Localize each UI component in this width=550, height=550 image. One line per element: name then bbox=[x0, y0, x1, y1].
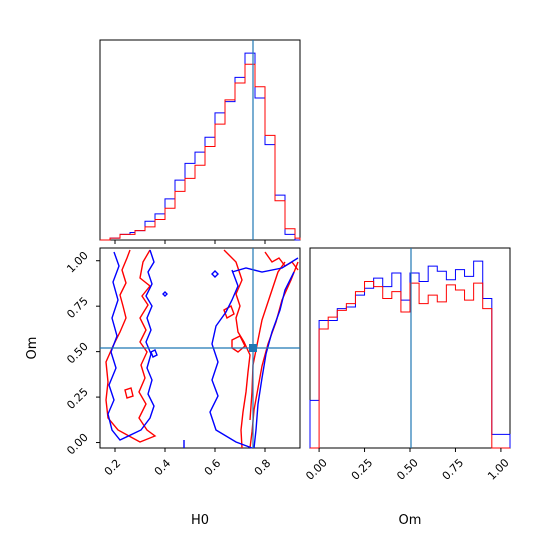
hist-om-xtick-label: 0.50 bbox=[394, 456, 421, 483]
blue-contour-small-c bbox=[150, 349, 158, 358]
contour-ytick-label: 0.75 bbox=[64, 294, 91, 321]
hist-om-xtick-label: 1.00 bbox=[485, 456, 512, 483]
red-contour-inner-right bbox=[249, 261, 286, 421]
hist-h0-series-group bbox=[100, 52, 301, 241]
hist-om-xlabel: Om bbox=[399, 513, 422, 528]
hist-om-xtick-label: 0.25 bbox=[349, 456, 376, 483]
red-contour-left bbox=[105, 249, 157, 443]
red-contour-small-b bbox=[231, 335, 246, 353]
blue-contour-small-a bbox=[211, 270, 219, 278]
contour-xtick-label: 0.4 bbox=[152, 457, 174, 479]
hist-om-xtick-label: 0.00 bbox=[303, 456, 330, 483]
contour-xtick-label: 0.2 bbox=[102, 457, 124, 479]
blue-contour-inner-right bbox=[253, 271, 295, 449]
red-contour-right bbox=[223, 249, 251, 449]
blue-contour-right bbox=[209, 269, 253, 449]
contour-ytick-label: 0.00 bbox=[64, 431, 91, 458]
blue-contour-small-b bbox=[162, 291, 168, 297]
blue-contour-left bbox=[107, 249, 155, 441]
truth-point-marker bbox=[249, 344, 257, 352]
truth-lines bbox=[100, 40, 412, 448]
hist-om-series-group bbox=[309, 260, 511, 449]
tick-marks bbox=[96, 240, 502, 452]
hist-h0-frame bbox=[99, 39, 301, 241]
contour-xtick-label: 0.8 bbox=[252, 457, 274, 479]
contour-ytick-label: 0.50 bbox=[64, 340, 91, 367]
contour-group bbox=[105, 249, 299, 449]
hist-om-series-red bbox=[310, 280, 510, 449]
contour-ytick-label: 1.00 bbox=[64, 249, 91, 276]
blue-contour-far-right bbox=[231, 257, 299, 273]
hist-h0-series-blue bbox=[100, 52, 300, 241]
hist-om-xtick-label: 0.75 bbox=[440, 456, 467, 483]
contour-xtick-label: 0.6 bbox=[202, 457, 224, 479]
red-contour-top-right bbox=[264, 251, 299, 271]
contour-ytick-label: 0.25 bbox=[64, 385, 91, 412]
hist-h0-series-red bbox=[100, 63, 301, 241]
red-contour-small-c bbox=[124, 387, 134, 399]
contour-xlabel: H0 bbox=[191, 513, 209, 528]
contour-ylabel: Om bbox=[25, 337, 40, 360]
